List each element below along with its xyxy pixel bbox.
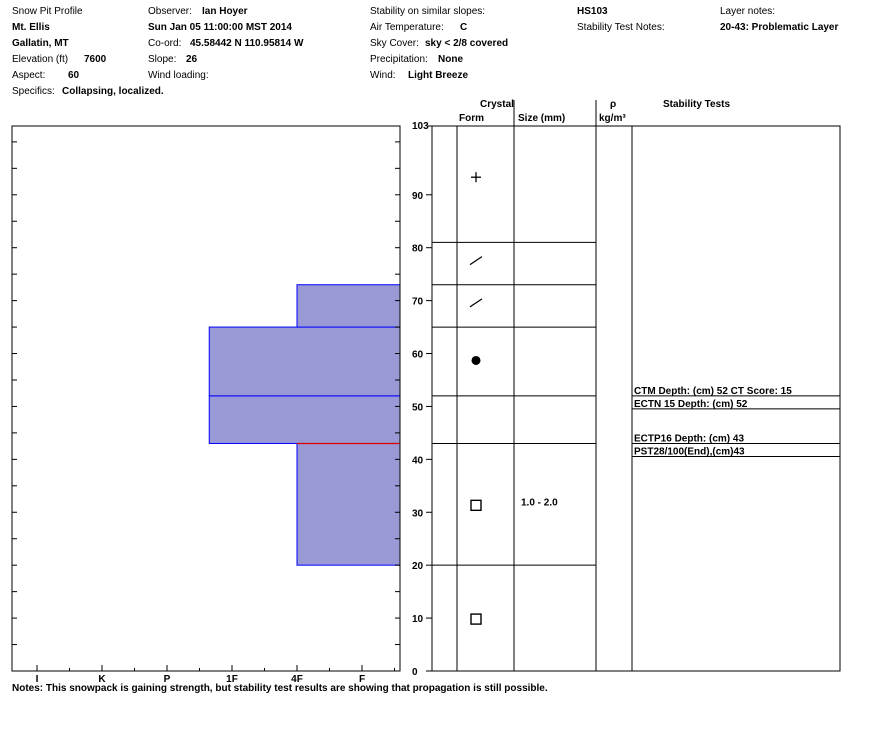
height-top-label: 103 (412, 121, 429, 132)
density-unit: kg/m³ (599, 113, 626, 124)
height-tick-label: 90 (412, 191, 424, 202)
specifics-label: Specifics: (12, 86, 55, 97)
height-tick-label: 40 (412, 455, 424, 466)
form-header: Form (459, 113, 484, 124)
coord-label: Co-ord: (148, 38, 182, 49)
size-header: Size (mm) (518, 113, 566, 124)
layer-notes-value: 20-43: Problematic Layer (720, 22, 839, 33)
aspect-label: Aspect: (12, 70, 46, 81)
height-tick-label: 20 (412, 561, 424, 572)
hardness-bar (208, 395, 401, 444)
height-tick-label: 80 (412, 244, 424, 255)
slope-value: 26 (186, 54, 198, 65)
elevation-value: 7600 (84, 54, 107, 65)
stability-notes-label: Stability Test Notes: (577, 22, 665, 33)
datetime-value: Sun Jan 05 11:00:00 MST 2014 (148, 22, 292, 33)
hardness-label: F (359, 674, 365, 685)
hardness-bar (208, 326, 401, 397)
hs-value: HS103 (577, 6, 608, 17)
sky-value: sky < 2/8 covered (425, 38, 509, 49)
layer-notes-label: Layer notes: (720, 6, 776, 17)
height-tick-label: 50 (412, 402, 424, 413)
crystal-square (470, 499, 482, 512)
height-tick-label: 10 (412, 614, 424, 625)
stability-test-label: ECTP16 Depth: (cm) 43 (634, 433, 744, 444)
elevation-label: Elevation (ft) (12, 54, 69, 65)
height-tick-label: 70 (412, 297, 424, 308)
stability-test-label: CTM Depth: (cm) 52 CT Score: 15 (634, 386, 792, 397)
specifics-value: Collapsing, localized. (62, 86, 164, 97)
crystal-table-frame (431, 125, 841, 672)
observer-value: Ian Hoyer (202, 6, 248, 17)
crystal-slash (469, 256, 483, 266)
precip-label: Precipitation: (370, 54, 428, 65)
wind-loading-label: Wind loading: (148, 70, 209, 81)
stability-test-label: PST28/100(End),(cm)43 (634, 446, 745, 457)
sky-label: Sky Cover: (370, 38, 419, 49)
hardness-label: 1F (226, 674, 238, 685)
aspect-value: 60 (68, 70, 80, 81)
stability-test-label: ECTN 15 Depth: (cm) 52 (634, 399, 748, 410)
stability-label: Stability on similar slopes: (370, 6, 486, 17)
notes-text: Notes: This snowpack is gaining strength… (12, 683, 548, 694)
hardness-label: 4F (291, 674, 303, 685)
hardness-label: K (98, 674, 106, 685)
precip-value: None (438, 54, 463, 65)
hardness-label: P (164, 674, 171, 685)
height-tick-label: 30 (412, 508, 424, 519)
slope-label: Slope: (148, 54, 177, 65)
location-name: Mt. Ellis (12, 22, 50, 33)
wind-label: Wind: (370, 70, 396, 81)
hardness-bar (296, 442, 401, 566)
density-header: ρ (610, 99, 617, 110)
plot-frame (11, 125, 401, 672)
height-tick-label: 60 (412, 350, 424, 361)
hardness-label: I (36, 674, 39, 685)
profile-title: Snow Pit Profile (12, 6, 83, 17)
observer-label: Observer: (148, 6, 192, 17)
crystal-dot (471, 355, 481, 365)
region-name: Gallatin, MT (12, 38, 69, 49)
wind-value: Light Breeze (408, 70, 469, 81)
air-temp-value: C (460, 22, 468, 33)
stability-tests-header: Stability Tests (663, 99, 731, 110)
air-temp-label: Air Temperature: (370, 22, 444, 33)
crystal-size: 1.0 - 2.0 (521, 497, 558, 508)
crystal-header: Crystal (480, 99, 514, 110)
hardness-bar (296, 284, 401, 328)
crystal-square (470, 613, 482, 625)
coord-value: 45.58442 N 110.95814 W (190, 38, 304, 49)
height-tick-label: 0 (412, 667, 418, 678)
crystal-slash (469, 298, 483, 308)
